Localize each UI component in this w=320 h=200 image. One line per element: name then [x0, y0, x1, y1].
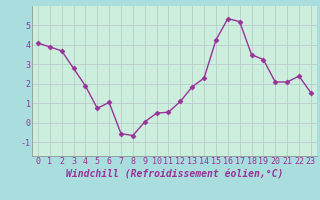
X-axis label: Windchill (Refroidissement éolien,°C): Windchill (Refroidissement éolien,°C) [66, 169, 283, 179]
